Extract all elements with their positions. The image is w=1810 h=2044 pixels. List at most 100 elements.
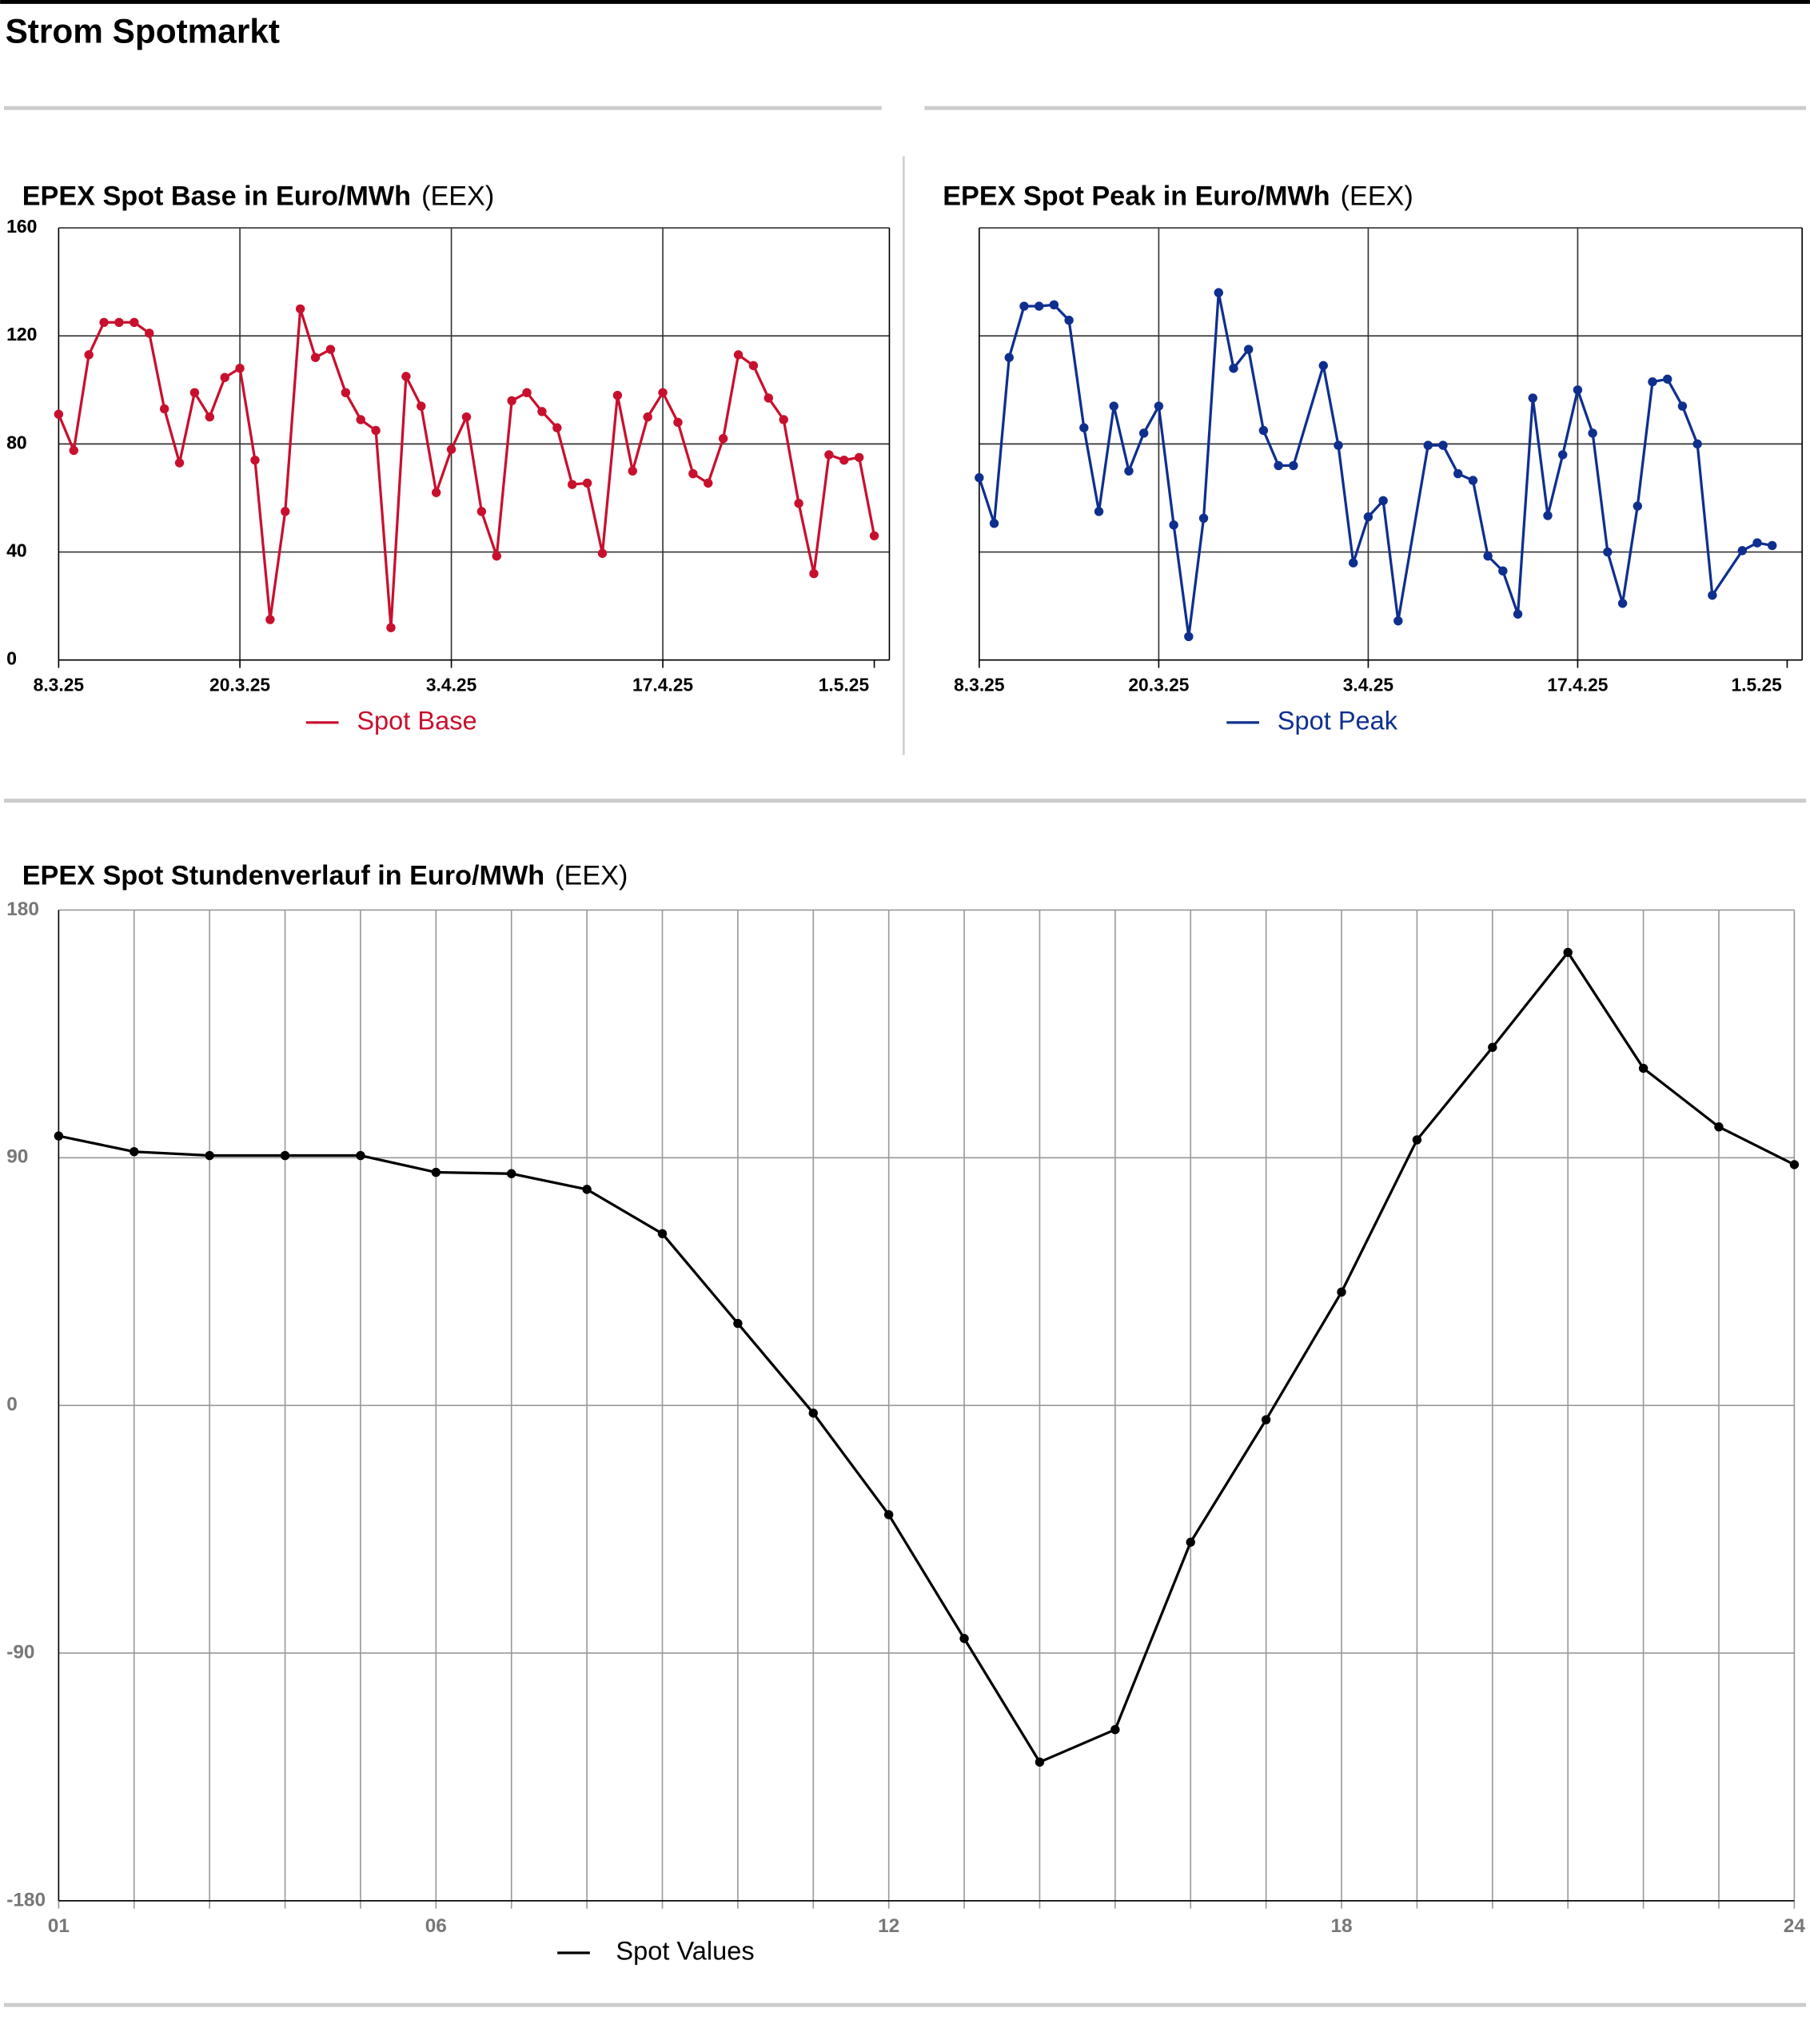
data-point: [205, 1150, 214, 1161]
chart-title-text: EPEX Spot Peak in Euro/MWh: [943, 181, 1330, 212]
data-point: [1079, 423, 1089, 432]
data-point: [1768, 540, 1777, 551]
data-point: [1186, 1537, 1195, 1547]
data-point: [295, 304, 305, 314]
y-tick-label: 40: [6, 540, 26, 561]
x-tick-label: 12: [878, 1915, 899, 1937]
y-tick-label: 160: [6, 216, 37, 237]
data-point: [1663, 374, 1672, 384]
data-point: [1677, 401, 1688, 411]
data-point: [883, 1510, 894, 1520]
data-point: [1049, 300, 1059, 310]
data-point: [54, 409, 64, 419]
data-point: [869, 531, 879, 540]
data-point: [401, 372, 411, 381]
data-point: [839, 455, 849, 465]
data-point: [1337, 1287, 1346, 1297]
data-point: [1789, 1160, 1800, 1169]
data-point: [114, 317, 124, 327]
data-point: [1154, 401, 1164, 411]
data-point: [537, 407, 547, 416]
data-point: [446, 444, 456, 454]
x-tick-label: 17.4.25: [1547, 674, 1608, 695]
data-point: [99, 317, 109, 327]
y-tick-label: -90: [6, 1641, 34, 1663]
y-tick-label: 0: [6, 648, 17, 669]
data-point: [461, 412, 472, 422]
data-point: [417, 401, 426, 411]
data-point: [220, 373, 229, 382]
data-point: [1438, 440, 1448, 450]
data-point: [718, 433, 728, 444]
legend-label: Spot Peak: [1278, 707, 1398, 735]
data-point: [431, 488, 441, 497]
data-point: [568, 480, 577, 489]
series-line: [57, 308, 876, 628]
data-point: [310, 353, 321, 362]
data-point: [1214, 288, 1223, 297]
data-point: [69, 445, 78, 456]
chart-title: EPEX Spot Stundenverlauf in Euro/MWh (EEX…: [22, 861, 628, 891]
data-point: [84, 350, 94, 360]
y-tick-label: 0: [6, 1394, 18, 1416]
data-point: [476, 507, 487, 516]
data-point: [1638, 1063, 1649, 1074]
data-point: [1393, 616, 1403, 626]
data-point: [1110, 1725, 1120, 1735]
data-point: [54, 1131, 64, 1141]
data-point: [1737, 546, 1747, 556]
data-point: [1528, 393, 1537, 403]
data-point: [250, 455, 260, 465]
y-tick-label: 120: [6, 324, 37, 345]
data-point: [1378, 496, 1388, 506]
data-point: [824, 450, 834, 460]
data-point: [1064, 315, 1074, 325]
data-point: [1603, 547, 1613, 557]
y-tick-label: 0: [6, 648, 17, 669]
data-point: [1648, 377, 1657, 387]
chart-source: (EEX): [421, 181, 494, 212]
data-point: [130, 1147, 139, 1157]
data-point: [265, 615, 275, 624]
data-point: [1349, 558, 1358, 568]
data-point: [658, 388, 668, 397]
data-point: [1633, 501, 1642, 511]
data-point: [145, 329, 154, 338]
data-point: [582, 478, 592, 488]
data-point: [794, 499, 803, 508]
x-tick-label: 24: [1784, 1915, 1806, 1937]
x-tick-label: 18: [1330, 1915, 1352, 1937]
data-point: [356, 1150, 365, 1161]
data-point: [1034, 301, 1044, 311]
y-tick-label: 80: [6, 432, 26, 452]
data-point: [552, 423, 562, 432]
data-point: [1035, 1757, 1045, 1767]
data-point: [959, 1634, 969, 1644]
series-line: [58, 950, 1796, 1764]
data-point: [386, 623, 396, 632]
data-point: [1563, 947, 1573, 958]
data-point: [582, 1185, 592, 1194]
data-point: [1258, 425, 1269, 436]
data-point: [341, 388, 351, 397]
x-tick-label: 17.4.25: [632, 674, 693, 695]
data-point: [1004, 353, 1014, 362]
y-tick-label: 90: [6, 1146, 28, 1168]
data-point: [808, 1408, 818, 1418]
series-line: [978, 292, 1773, 637]
data-point: [1184, 632, 1194, 642]
legend-label: Spot Base: [357, 707, 476, 735]
x-tick-label: 06: [425, 1915, 447, 1937]
data-point: [597, 548, 608, 558]
y-tick-label: 80: [6, 432, 26, 452]
data-point: [1109, 401, 1118, 411]
data-point: [733, 1318, 743, 1329]
x-tick-label: 20.3.25: [1128, 674, 1189, 695]
data-point: [1692, 439, 1702, 449]
data-point: [431, 1167, 441, 1177]
data-point: [1169, 520, 1178, 530]
x-tick-label: 3.4.25: [1343, 674, 1394, 695]
data-point: [612, 390, 623, 400]
data-point: [1558, 450, 1568, 460]
